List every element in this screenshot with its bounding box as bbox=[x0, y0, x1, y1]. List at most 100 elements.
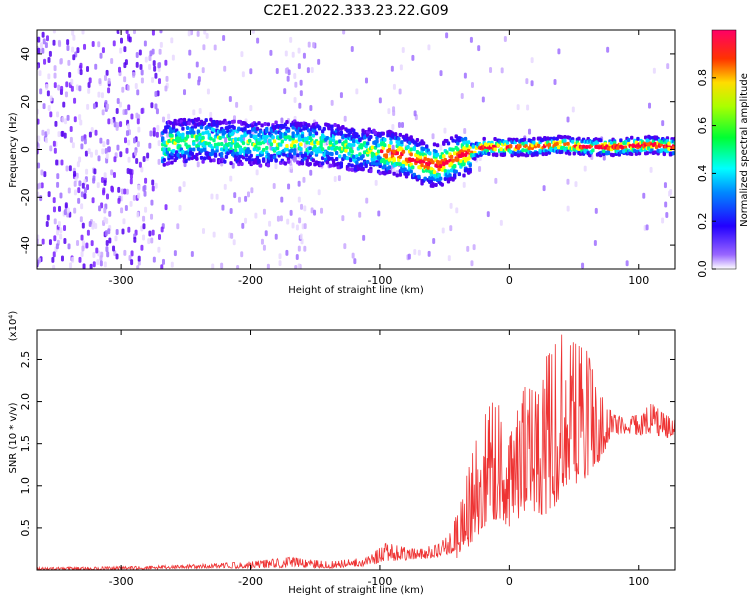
spectrogram-cell bbox=[339, 92, 343, 99]
spectrogram-cell bbox=[331, 158, 336, 163]
spectrogram-cell bbox=[249, 134, 253, 139]
spectrogram-cell bbox=[48, 50, 52, 57]
spectrogram-cell bbox=[53, 82, 57, 89]
spectrogram-cell bbox=[99, 260, 103, 267]
spectrogram-cell bbox=[284, 50, 288, 57]
spectrogram-cell bbox=[144, 206, 148, 213]
spectrogram-cell bbox=[244, 195, 248, 202]
spectrogram-cell bbox=[51, 256, 55, 263]
spectrogram-cell bbox=[328, 140, 333, 145]
spectrogram-cell bbox=[41, 31, 45, 38]
spectrogram-cell bbox=[232, 125, 236, 130]
spectrogram-cell bbox=[78, 256, 82, 263]
spectrogram-ytick-label: -40 bbox=[19, 236, 32, 254]
spectrogram-cell bbox=[78, 114, 82, 121]
spectrogram-cell bbox=[518, 144, 522, 149]
spectrogram-cell bbox=[42, 38, 46, 45]
spectrogram-cell bbox=[199, 155, 204, 160]
spectrogram-cell bbox=[110, 118, 114, 125]
spectrogram-ytick-label: 40 bbox=[19, 47, 32, 61]
spectrogram-cell bbox=[54, 120, 58, 127]
spectrogram-cell bbox=[272, 139, 277, 144]
spectrogram-cell bbox=[140, 77, 144, 84]
spectrogram-cell bbox=[452, 164, 457, 169]
spectrogram-cell bbox=[465, 143, 469, 148]
spectrogram-cell bbox=[137, 126, 141, 133]
spectrogram-cell bbox=[620, 145, 625, 150]
spectrogram-cell bbox=[150, 237, 154, 244]
spectrogram-cell bbox=[73, 170, 77, 177]
spectrogram-cell bbox=[149, 50, 153, 57]
spectrogram-cell bbox=[303, 223, 307, 230]
spectrogram-cell bbox=[269, 142, 274, 147]
spectrogram-cell bbox=[286, 218, 290, 225]
spectrogram-cell bbox=[167, 147, 171, 152]
spectrogram-cell bbox=[235, 151, 239, 156]
spectrogram-cell bbox=[37, 191, 40, 198]
spectrogram-cell bbox=[361, 167, 365, 172]
spectrogram-cell bbox=[37, 259, 40, 266]
spectrogram-xtick-label: -300 bbox=[109, 274, 134, 287]
spectrogram-cell bbox=[446, 141, 451, 146]
spectrogram-cell bbox=[67, 187, 71, 194]
spectrogram-cell bbox=[105, 69, 109, 76]
spectrogram-cell bbox=[157, 140, 161, 147]
spectrogram-cell bbox=[154, 182, 158, 189]
spectrogram-cell bbox=[128, 168, 132, 175]
spectrogram-cell bbox=[307, 123, 311, 128]
spectrogram-cell bbox=[463, 72, 467, 79]
spectrogram-cell bbox=[110, 169, 114, 176]
spectrogram-cell bbox=[119, 151, 123, 158]
spectrogram-cell bbox=[274, 163, 278, 170]
spectrogram-cell bbox=[167, 161, 171, 166]
spectrogram-cell bbox=[86, 103, 90, 110]
spectrogram-cell bbox=[170, 160, 174, 165]
spectrogram-cell bbox=[123, 76, 127, 83]
spectrogram-cell bbox=[138, 161, 142, 168]
spectrogram-cell bbox=[120, 188, 124, 195]
spectrogram-cell bbox=[85, 242, 89, 249]
spectrogram-cell bbox=[107, 87, 111, 94]
spectrogram-cell bbox=[94, 129, 98, 136]
spectrogram-cell bbox=[158, 48, 162, 55]
spectrogram-cell bbox=[75, 84, 79, 91]
spectrogram-cell bbox=[132, 30, 136, 35]
colorbar-tick-label: 0.0 bbox=[696, 260, 709, 278]
spectrogram-cell bbox=[72, 54, 76, 61]
spectrogram-cell bbox=[81, 245, 85, 252]
spectrogram-cell bbox=[310, 151, 314, 156]
spectrogram-cell bbox=[56, 229, 60, 236]
spectrogram-cell bbox=[463, 136, 468, 141]
spectrogram-cell bbox=[325, 160, 330, 165]
spectrogram-cell bbox=[411, 54, 415, 61]
snr-frame bbox=[36, 329, 676, 571]
spectrogram-cell bbox=[102, 141, 106, 148]
spectrogram-cell bbox=[309, 104, 313, 111]
spectrogram-cell bbox=[196, 129, 201, 134]
spectrogram-cell bbox=[652, 67, 656, 74]
spectrogram-cell bbox=[412, 147, 417, 152]
spectrogram-cell bbox=[88, 77, 92, 84]
spectrogram-cell bbox=[95, 247, 99, 254]
spectrogram-cell bbox=[233, 192, 237, 199]
spectrogram-cell bbox=[409, 152, 413, 157]
spectrogram-cell bbox=[358, 138, 362, 143]
spectrogram-cell bbox=[160, 226, 164, 233]
spectrogram-cell bbox=[584, 145, 589, 150]
spectrogram-cell bbox=[648, 135, 653, 140]
spectrogram-cell bbox=[190, 134, 194, 139]
spectrogram-cell bbox=[581, 144, 586, 149]
spectrogram-cell bbox=[309, 169, 313, 176]
spectrogram-cell bbox=[159, 30, 163, 34]
spectrogram-cell bbox=[223, 130, 227, 135]
spectrogram-cell bbox=[64, 118, 68, 125]
spectrogram-cell bbox=[351, 252, 355, 259]
spectrogram-cell bbox=[73, 180, 77, 187]
spectrogram-cell bbox=[297, 196, 301, 203]
spectrogram-cell bbox=[86, 229, 90, 236]
spectrogram-cell bbox=[387, 108, 391, 115]
spectrogram-cell bbox=[121, 228, 125, 235]
spectrogram-cell bbox=[46, 90, 50, 97]
spectrogram-cell bbox=[229, 207, 233, 214]
spectrogram-cell bbox=[69, 136, 73, 143]
